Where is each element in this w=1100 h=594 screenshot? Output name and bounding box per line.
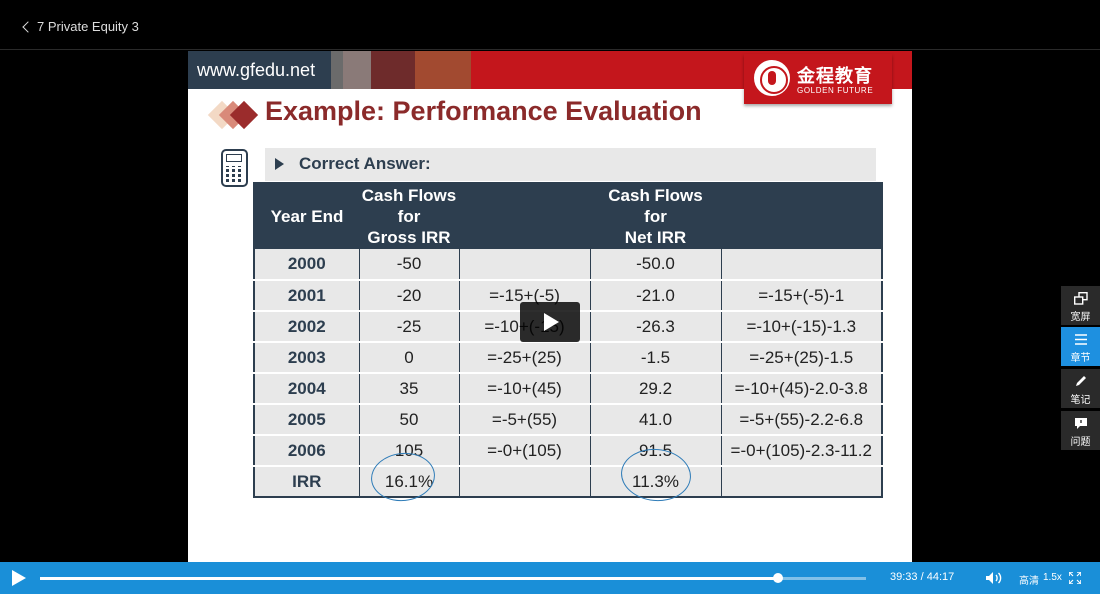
answer-bar: Correct Answer: [265,148,876,181]
quality-selector[interactable]: 高清 [1019,576,1039,587]
speed-selector[interactable]: 1.5x [1043,572,1062,583]
table-row: 2000 -50 -50.0 [254,249,882,281]
table-row: 2004 35 =-10+(45) 29.2 =-10+(45)-2.0-3.8 [254,373,882,405]
duration: 44:17 [926,571,955,583]
arrow-right-icon [275,158,284,170]
tool-label: 章节 [1070,353,1091,364]
table-row: 2005 50 =-5+(55) 41.0 =-5+(55)-2.2-6.8 [254,404,882,436]
value-cell [721,249,882,281]
value-cell: 50 [359,404,460,436]
table-header-cell: Cash Flows for Gross IRR [359,183,459,249]
chevron-left-icon [22,20,34,33]
cash-flow-table: Year End Cash Flows for Gross IRR Cash Flo… [253,182,883,498]
value-cell: =-15+(-5)-1 [721,280,882,312]
value-cell: -50.0 [590,249,722,281]
center-play-button[interactable] [520,302,580,342]
value-cell: 16.1% [359,466,460,497]
back-button[interactable]: 7 Private Equity 3 [22,15,139,37]
table-header-cell [721,183,882,249]
table-header-cell [459,183,590,249]
value-cell: =-25+(25) [459,342,591,374]
value-cell: =-10+(45)-2.0-3.8 [721,373,882,405]
year-cell: 2001 [254,280,360,312]
value-cell [459,249,591,281]
question-chat-icon [1074,417,1088,430]
header-stripe [331,51,343,89]
golden-future-logo: 金程教育 GOLDEN FUTURE [744,54,892,104]
top-bar: 7 Private Equity 3 [0,0,1100,50]
value-cell: =-5+(55)-2.2-6.8 [721,404,882,436]
value-cell: 105 [359,435,460,467]
time-display: 39:33 / 44:17 [890,571,954,583]
current-time: 39:33 [890,571,918,583]
value-cell [459,466,591,497]
progress-bar[interactable] [40,573,866,583]
logo-text-cn: 金程教育 [797,66,873,86]
value-cell: 29.2 [590,373,722,405]
header-stripe [343,51,371,89]
slide-frame: www.gfedu.net 金程教育 GOLDEN FUTURE Example… [188,51,912,562]
year-cell: IRR [254,466,360,497]
calculator-icon [221,149,248,187]
value-cell: 91.5 [590,435,722,467]
site-url: www.gfedu.net [188,51,331,89]
pencil-icon [1074,375,1088,388]
play-button[interactable] [12,570,26,586]
tool-button-chapters[interactable]: 章节 [1061,327,1100,366]
tool-label: 问题 [1070,437,1091,448]
table-header-cell: Cash Flows for Net IRR [590,183,721,249]
year-cell: 2000 [254,249,360,281]
tool-button-widescreen[interactable]: 宽屏 [1061,286,1100,325]
table-row: IRR 16.1% 11.3% [254,466,882,497]
value-cell: =-10+(45) [459,373,591,405]
slide-title: Example: Performance Evaluation [265,96,702,126]
tool-label: 宽屏 [1070,312,1091,323]
tool-button-pencil[interactable]: 笔记 [1061,369,1100,408]
time-separator: / [920,571,927,583]
value-cell: -26.3 [590,311,722,343]
value-cell: =-0+(105)-2.3-11.2 [721,435,882,467]
year-cell: 2004 [254,373,360,405]
tool-label: 笔记 [1070,395,1091,406]
value-cell: 0 [359,342,460,374]
play-icon [544,313,559,331]
value-cell: 11.3% [590,466,722,497]
diamond-decoration-icon [207,98,264,132]
value-cell: =-25+(25)-1.5 [721,342,882,374]
value-cell: -25 [359,311,460,343]
year-cell: 2006 [254,435,360,467]
chapters-icon [1074,333,1088,346]
value-cell: 35 [359,373,460,405]
header-stripe [415,51,471,89]
progress-fill [40,577,778,580]
value-cell [721,466,882,497]
answer-label: Correct Answer: [299,154,431,173]
value-cell: =-0+(105) [459,435,591,467]
year-cell: 2003 [254,342,360,374]
table-header-cell: Year End [254,183,359,249]
tool-button-question-chat[interactable]: 问题 [1061,411,1100,450]
year-cell: 2005 [254,404,360,436]
fullscreen-icon[interactable] [1069,572,1081,584]
table-row: 2003 0 =-25+(25) -1.5 =-25+(25)-1.5 [254,342,882,374]
volume-icon[interactable] [985,571,1005,585]
value-cell: -1.5 [590,342,722,374]
value-cell: -50 [359,249,460,281]
value-cell: -21.0 [590,280,722,312]
course-title: 7 Private Equity 3 [37,18,139,34]
slide-header: www.gfedu.net 金程教育 GOLDEN FUTURE [188,51,912,104]
widescreen-icon [1073,291,1088,305]
value-cell: 41.0 [590,404,722,436]
logo-text-en: GOLDEN FUTURE [797,86,874,95]
value-cell: =-5+(55) [459,404,591,436]
value-cell: -20 [359,280,460,312]
progress-handle[interactable] [772,573,783,583]
logo-seal-icon [754,60,790,96]
table-row: 2006 105 =-0+(105) 91.5 =-0+(105)-2.3-11.2 [254,435,882,467]
header-stripe [371,51,415,89]
year-cell: 2002 [254,311,360,343]
value-cell: =-10+(-15)-1.3 [721,311,882,343]
control-bar: 39:33 / 44:17 高清 1.5x [0,562,1100,594]
